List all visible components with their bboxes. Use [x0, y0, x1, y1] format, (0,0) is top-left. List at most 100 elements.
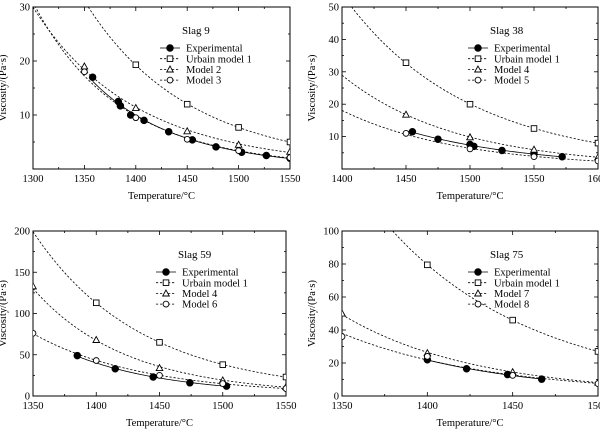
- data-point: [33, 329, 37, 337]
- data-point: [131, 103, 140, 112]
- legend-marker: [473, 65, 483, 73]
- y-tick-label: 40: [329, 326, 340, 337]
- data-point: [594, 139, 598, 147]
- data-point: [466, 100, 474, 108]
- x-tick-label: 1400: [86, 401, 107, 412]
- x-tick-label: 1600: [588, 174, 600, 185]
- legend-label: Experimental: [186, 44, 243, 55]
- y-tick-label: 20: [20, 57, 31, 68]
- y-axis-label: Viscosity/(Pa·s): [0, 279, 9, 347]
- legend-label: Urbain model 1: [182, 278, 248, 289]
- legend-marker: [162, 279, 170, 286]
- x-tick-label: 1550: [524, 174, 545, 185]
- legend-label: Urbain model 1: [494, 278, 560, 289]
- x-tick-label: 1400: [332, 174, 353, 185]
- series-urbain-model-1: [87, 7, 290, 146]
- x-tick-label: 1550: [280, 174, 301, 185]
- series-urbain-model-1: [392, 231, 598, 355]
- data-point: [73, 351, 82, 360]
- data-point: [212, 143, 220, 151]
- x-tick-label: 1500: [588, 401, 600, 412]
- legend-label: Model 3: [186, 76, 221, 87]
- series-line: [34, 7, 290, 159]
- legend-label: Model 2: [186, 65, 221, 76]
- x-tick-label: 1450: [149, 401, 170, 412]
- series-model-7: [342, 309, 598, 386]
- series-line: [33, 231, 286, 378]
- data-point: [402, 130, 410, 137]
- legend-marker: [166, 55, 174, 62]
- data-point: [183, 100, 191, 108]
- legend-label: Model 5: [494, 76, 529, 87]
- x-tick-label: 1450: [502, 401, 523, 412]
- legend-marker: [166, 44, 174, 52]
- series-line: [351, 7, 598, 144]
- series-model-3: [34, 7, 290, 162]
- data-point: [282, 373, 286, 381]
- data-point: [132, 61, 140, 69]
- data-point: [219, 380, 227, 387]
- series-line: [33, 7, 290, 153]
- y-tick-label: 30: [329, 67, 340, 78]
- data-point: [408, 127, 417, 136]
- y-tick-label: 60: [329, 293, 340, 304]
- legend-label: Model 7: [494, 289, 529, 300]
- series-urbain-model-1: [351, 7, 598, 147]
- data-point: [156, 372, 163, 379]
- data-point: [235, 124, 242, 131]
- data-point: [219, 361, 226, 368]
- series-line: [33, 288, 286, 388]
- legend-marker: [162, 300, 170, 308]
- data-point: [466, 145, 474, 153]
- data-point: [286, 138, 290, 146]
- y-tick-label: 80: [329, 260, 340, 271]
- y-tick-label: 100: [14, 309, 30, 320]
- x-axis-label: Temperature/°C: [436, 418, 503, 429]
- data-point: [537, 375, 546, 383]
- data-point: [111, 365, 119, 373]
- legend-label: Experimental: [182, 268, 239, 279]
- series-experimental: [73, 351, 231, 390]
- chart-title: Slag 75: [490, 249, 524, 261]
- data-point: [235, 147, 242, 154]
- x-tick-label: 1500: [212, 401, 233, 412]
- data-point: [498, 146, 506, 155]
- y-tick-label: 150: [14, 268, 30, 279]
- series-line: [87, 7, 290, 143]
- plot-frame: [341, 230, 599, 397]
- y-tick-label: 30: [20, 3, 31, 14]
- data-point: [424, 261, 431, 269]
- series-line: [92, 80, 290, 159]
- chart-title: Slag 9: [182, 25, 210, 37]
- series-experimental: [423, 355, 546, 383]
- y-tick-label: 0: [334, 392, 339, 403]
- legend-marker: [162, 268, 170, 276]
- x-tick-label: 1350: [74, 174, 95, 185]
- legend-marker: [166, 76, 174, 84]
- series-line: [342, 74, 598, 158]
- data-point: [594, 348, 598, 355]
- x-axis-label: Temperature/°C: [126, 418, 193, 429]
- y-tick-label: 20: [329, 359, 340, 370]
- x-tick-label: 1400: [417, 401, 438, 412]
- series-model-5: [342, 110, 598, 165]
- data-point: [530, 153, 538, 161]
- data-point: [342, 333, 346, 340]
- x-tick-label: 1450: [177, 174, 198, 185]
- x-tick-label: 1350: [23, 401, 44, 412]
- series-urbain-model-1: [33, 231, 286, 381]
- chart-panel-3: 1350 1400 1450 1500 1550 0 50 100 150 200 Temperat…: [0, 227, 297, 430]
- data-point: [149, 373, 157, 381]
- y-tick-label: 40: [329, 35, 340, 46]
- data-point: [81, 68, 88, 76]
- data-point: [465, 132, 475, 141]
- x-tick-label: 1300: [23, 174, 44, 185]
- y-tick-label: 10: [20, 111, 31, 122]
- chart-panel-4: 1350 1400 1450 1500 0 20 40 60 80 100 Temperature/…: [307, 227, 600, 430]
- series-line: [77, 355, 227, 387]
- data-point: [80, 62, 89, 70]
- legend-marker: [474, 268, 482, 276]
